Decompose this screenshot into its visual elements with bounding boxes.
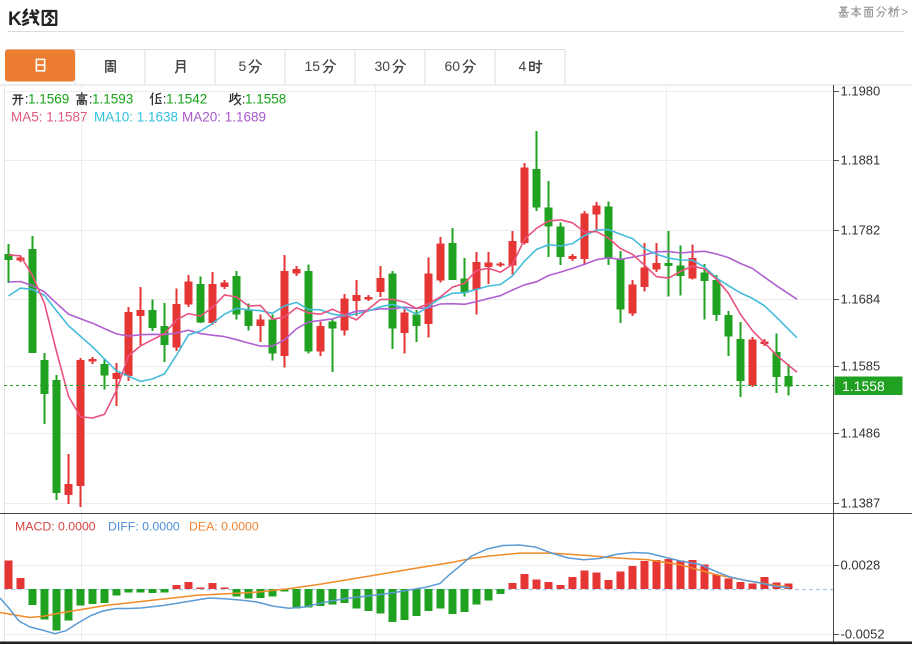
svg-text:15: 15 <box>305 58 321 74</box>
svg-text:MA10: 1.1638: MA10: 1.1638 <box>94 110 178 125</box>
svg-text:1.1486: 1.1486 <box>841 426 881 441</box>
svg-text:DEA: 0.0000: DEA: 0.0000 <box>189 520 259 534</box>
svg-text:1.1980: 1.1980 <box>841 84 881 99</box>
svg-text:1.1585: 1.1585 <box>841 359 881 374</box>
svg-text:DIFF: 0.0000: DIFF: 0.0000 <box>108 520 180 534</box>
svg-text:5: 5 <box>239 58 247 74</box>
svg-text:1.1387: 1.1387 <box>841 496 881 511</box>
svg-text:1.1542: 1.1542 <box>166 92 207 107</box>
svg-text:30: 30 <box>375 58 391 74</box>
svg-text:-0.0052: -0.0052 <box>841 627 885 642</box>
svg-text::: : <box>242 92 246 107</box>
svg-text:4: 4 <box>519 58 527 74</box>
svg-text:1.1558: 1.1558 <box>842 378 885 394</box>
svg-text:1.1684: 1.1684 <box>841 292 881 307</box>
svg-text:1.1593: 1.1593 <box>92 92 133 107</box>
svg-text:MACD: 0.0000: MACD: 0.0000 <box>15 520 96 534</box>
svg-text:1.1881: 1.1881 <box>841 153 881 168</box>
svg-text:1.1558: 1.1558 <box>245 92 286 107</box>
svg-text:60: 60 <box>445 58 461 74</box>
svg-text:1.1569: 1.1569 <box>28 92 69 107</box>
svg-text:1.1782: 1.1782 <box>841 223 881 238</box>
svg-text::: : <box>89 92 93 107</box>
svg-text::: : <box>163 92 167 107</box>
svg-text::: : <box>25 92 29 107</box>
svg-text:>: > <box>901 5 908 19</box>
svg-text:MA20: 1.1689: MA20: 1.1689 <box>182 110 266 125</box>
svg-text:MA5: 1.1587: MA5: 1.1587 <box>11 110 88 125</box>
svg-text:K: K <box>8 9 22 30</box>
svg-text:0.0028: 0.0028 <box>841 558 881 573</box>
